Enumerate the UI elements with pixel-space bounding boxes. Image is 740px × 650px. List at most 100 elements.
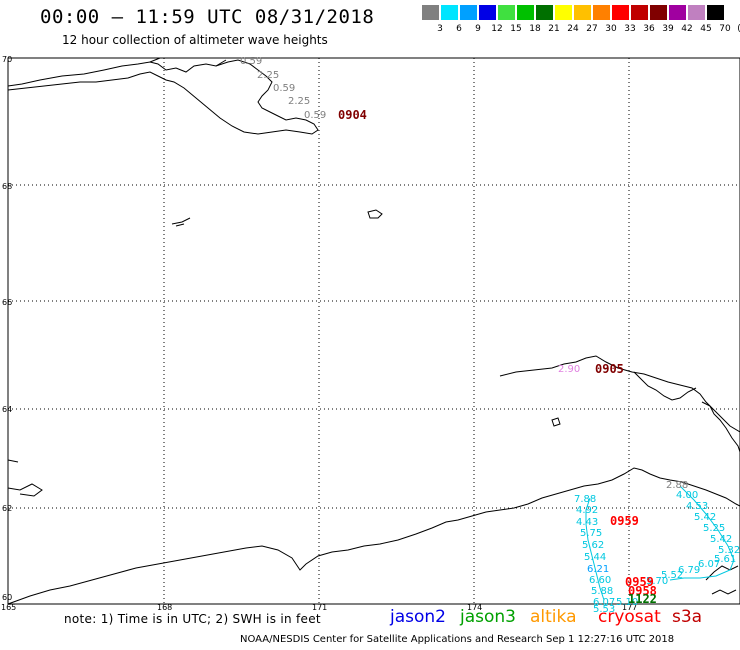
wave-value: 6.79	[678, 565, 700, 576]
coastline-west-edge	[7, 483, 43, 497]
wave-value: 4.00	[676, 490, 698, 501]
lon-labels: 165 168 171 174 177	[1, 603, 637, 612]
track-arc-cryosat	[585, 497, 605, 601]
scale-label: 39	[662, 24, 674, 34]
track-time-labels: 0904 0905 0959 0959 0958 1122	[338, 108, 657, 606]
satellite-jason2: jason2	[390, 607, 446, 627]
satellite-cryosat: cryosat	[598, 607, 661, 627]
wave-value: 0.59	[304, 110, 326, 121]
scale-label: 42	[681, 24, 693, 34]
lon-label-174: 174	[467, 603, 482, 612]
wave-value: 5.62	[582, 540, 604, 551]
coastline-st-lawrence-2	[633, 371, 697, 401]
scale-label: 12	[491, 24, 503, 34]
scale-label: 70	[719, 24, 731, 34]
wave-value: 5.61	[714, 554, 736, 565]
wave-value: 5.32	[718, 545, 740, 556]
coastlines	[7, 57, 740, 605]
scale-label: 27	[586, 24, 598, 34]
scale-swatch	[422, 5, 439, 20]
wave-value: 5.52	[661, 570, 683, 581]
scale-swatch	[574, 5, 591, 20]
scale-swatch	[441, 5, 458, 20]
satellite-altika: altika	[530, 607, 577, 627]
lat-label-66: 66	[2, 298, 12, 307]
time-label: 0904	[338, 108, 367, 122]
wave-value: 6.07	[698, 559, 720, 570]
graticule	[8, 58, 740, 604]
wave-value: 5.25	[703, 523, 725, 534]
scale-swatch	[612, 5, 629, 20]
coastline-east-bays	[705, 565, 739, 581]
lon-label-168: 168	[157, 603, 172, 612]
coastline-east-bays-2	[711, 589, 737, 595]
satellite-jason3: jason3	[460, 607, 516, 627]
wave-value: 0.59	[240, 56, 262, 67]
track-arc-cryosat-2	[669, 485, 735, 581]
island-small-3	[551, 417, 561, 427]
scale-swatch	[631, 5, 648, 20]
coastline-west-edge-2	[7, 459, 19, 463]
wave-value: 6.21	[587, 564, 609, 575]
lat-label-68: 68	[2, 182, 12, 191]
wave-value: 2.88	[666, 480, 688, 491]
scale-swatch	[688, 5, 705, 20]
scale-label: (ft)	[734, 24, 740, 34]
scale-label: 3	[437, 24, 443, 34]
time-label: 0958	[628, 584, 657, 598]
scale-label: 21	[548, 24, 560, 34]
scale-label: 18	[529, 24, 541, 34]
lat-label-70: 70	[2, 55, 12, 64]
lat-label-64: 64	[2, 405, 12, 414]
scale-label: 36	[643, 24, 655, 34]
wave-value: 5.88	[591, 586, 613, 597]
scale-swatch	[650, 5, 667, 20]
scale-swatch	[555, 5, 572, 20]
lon-label-171: 171	[312, 603, 327, 612]
scale-swatch	[460, 5, 477, 20]
lat-labels: 70 68 66 64 62 60	[2, 55, 12, 602]
coastline-yukon-delta	[701, 401, 740, 453]
wave-value: 4.53	[686, 501, 708, 512]
wave-value: 5.42	[694, 512, 716, 523]
coastline-cape	[149, 57, 227, 67]
wave-value: 5.70	[646, 576, 668, 587]
page-subtitle: 12 hour collection of altimeter wave hei…	[62, 33, 328, 47]
scale-label: 24	[567, 24, 579, 34]
wave-value: 4.43	[576, 517, 598, 528]
scale-label: 30	[605, 24, 617, 34]
scale-label: 6	[456, 24, 462, 34]
lat-label-62: 62	[2, 504, 12, 513]
wave-value: 4.92	[576, 505, 598, 516]
wave-value: 5.10	[616, 597, 638, 608]
scale-label: 45	[700, 24, 712, 34]
wave-value: 6.60	[589, 575, 611, 586]
scale-label: 33	[624, 24, 636, 34]
wave-value: 7.88	[574, 494, 596, 505]
wave-value: 0.59	[273, 83, 295, 94]
wave-value: 5.42	[710, 534, 732, 545]
wave-value: 5.53	[593, 604, 615, 615]
coastline-st-lawrence	[499, 355, 740, 433]
scale-swatch	[707, 5, 724, 20]
scale-swatch	[536, 5, 553, 20]
scale-label: 9	[475, 24, 481, 34]
time-label: 0959	[610, 514, 639, 528]
footer-note: note: 1) Time is in UTC; 2) SWH is in fe…	[64, 612, 321, 626]
page-title: 00:00 – 11:59 UTC 08/31/2018	[40, 6, 375, 28]
wave-value: 6.07	[593, 597, 615, 608]
scale-label: 15	[510, 24, 522, 34]
time-label: 0905	[595, 362, 624, 376]
wave-height-values: 0.59 2.25 0.59 2.25 0.59 2.90 2.88 4.00 …	[240, 56, 740, 615]
coastline-alaska-south	[7, 467, 740, 605]
time-label: 1122	[628, 592, 657, 606]
map-frame	[7, 57, 740, 605]
scale-swatch	[479, 5, 496, 20]
wave-value: 5.44	[584, 552, 606, 563]
island-small-1	[367, 209, 383, 219]
scale-swatch	[593, 5, 610, 20]
scale-swatch	[669, 5, 686, 20]
lon-label-165: 165	[1, 603, 16, 612]
